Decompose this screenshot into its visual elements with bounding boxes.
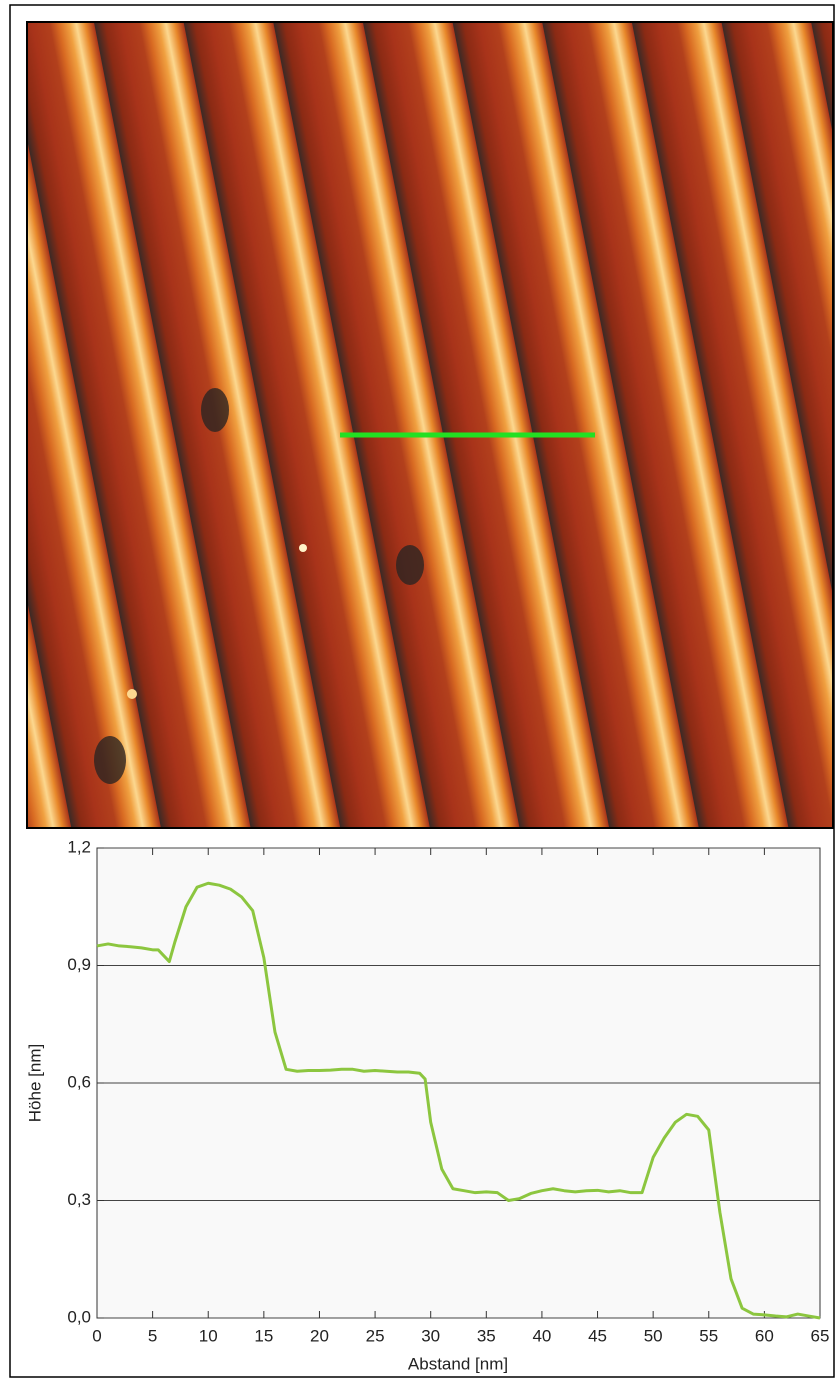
y-tick-label: 0,0 bbox=[67, 1307, 91, 1326]
profile-line-plot bbox=[96, 881, 821, 1320]
y-tick-label: 0,9 bbox=[67, 955, 91, 974]
x-tick-label: 55 bbox=[699, 1326, 718, 1345]
x-tick-label: 40 bbox=[532, 1326, 551, 1345]
y-tick-label: 0,3 bbox=[67, 1190, 91, 1209]
x-tick-label: 10 bbox=[199, 1326, 218, 1345]
x-tick-label: 5 bbox=[148, 1326, 157, 1345]
x-tick-label: 25 bbox=[366, 1326, 385, 1345]
x-tick-label: 50 bbox=[644, 1326, 663, 1345]
x-tick-label: 60 bbox=[755, 1326, 774, 1345]
x-tick-label: 20 bbox=[310, 1326, 329, 1345]
y-tick-label: 1,2 bbox=[67, 837, 91, 856]
x-tick-label: 30 bbox=[421, 1326, 440, 1345]
x-tick-label: 45 bbox=[588, 1326, 607, 1345]
y-tick-label: 0,6 bbox=[67, 1072, 91, 1091]
x-tick-label: 15 bbox=[254, 1326, 273, 1345]
x-tick-label: 0 bbox=[92, 1326, 101, 1345]
x-tick-label: 35 bbox=[477, 1326, 496, 1345]
x-axis-label: Abstand [nm] bbox=[408, 1354, 508, 1373]
image-border bbox=[26, 21, 834, 829]
y-axis-label: Höhe [nm] bbox=[25, 1044, 44, 1122]
stm-image bbox=[27, 22, 833, 828]
x-tick-label: 65 bbox=[811, 1326, 830, 1345]
